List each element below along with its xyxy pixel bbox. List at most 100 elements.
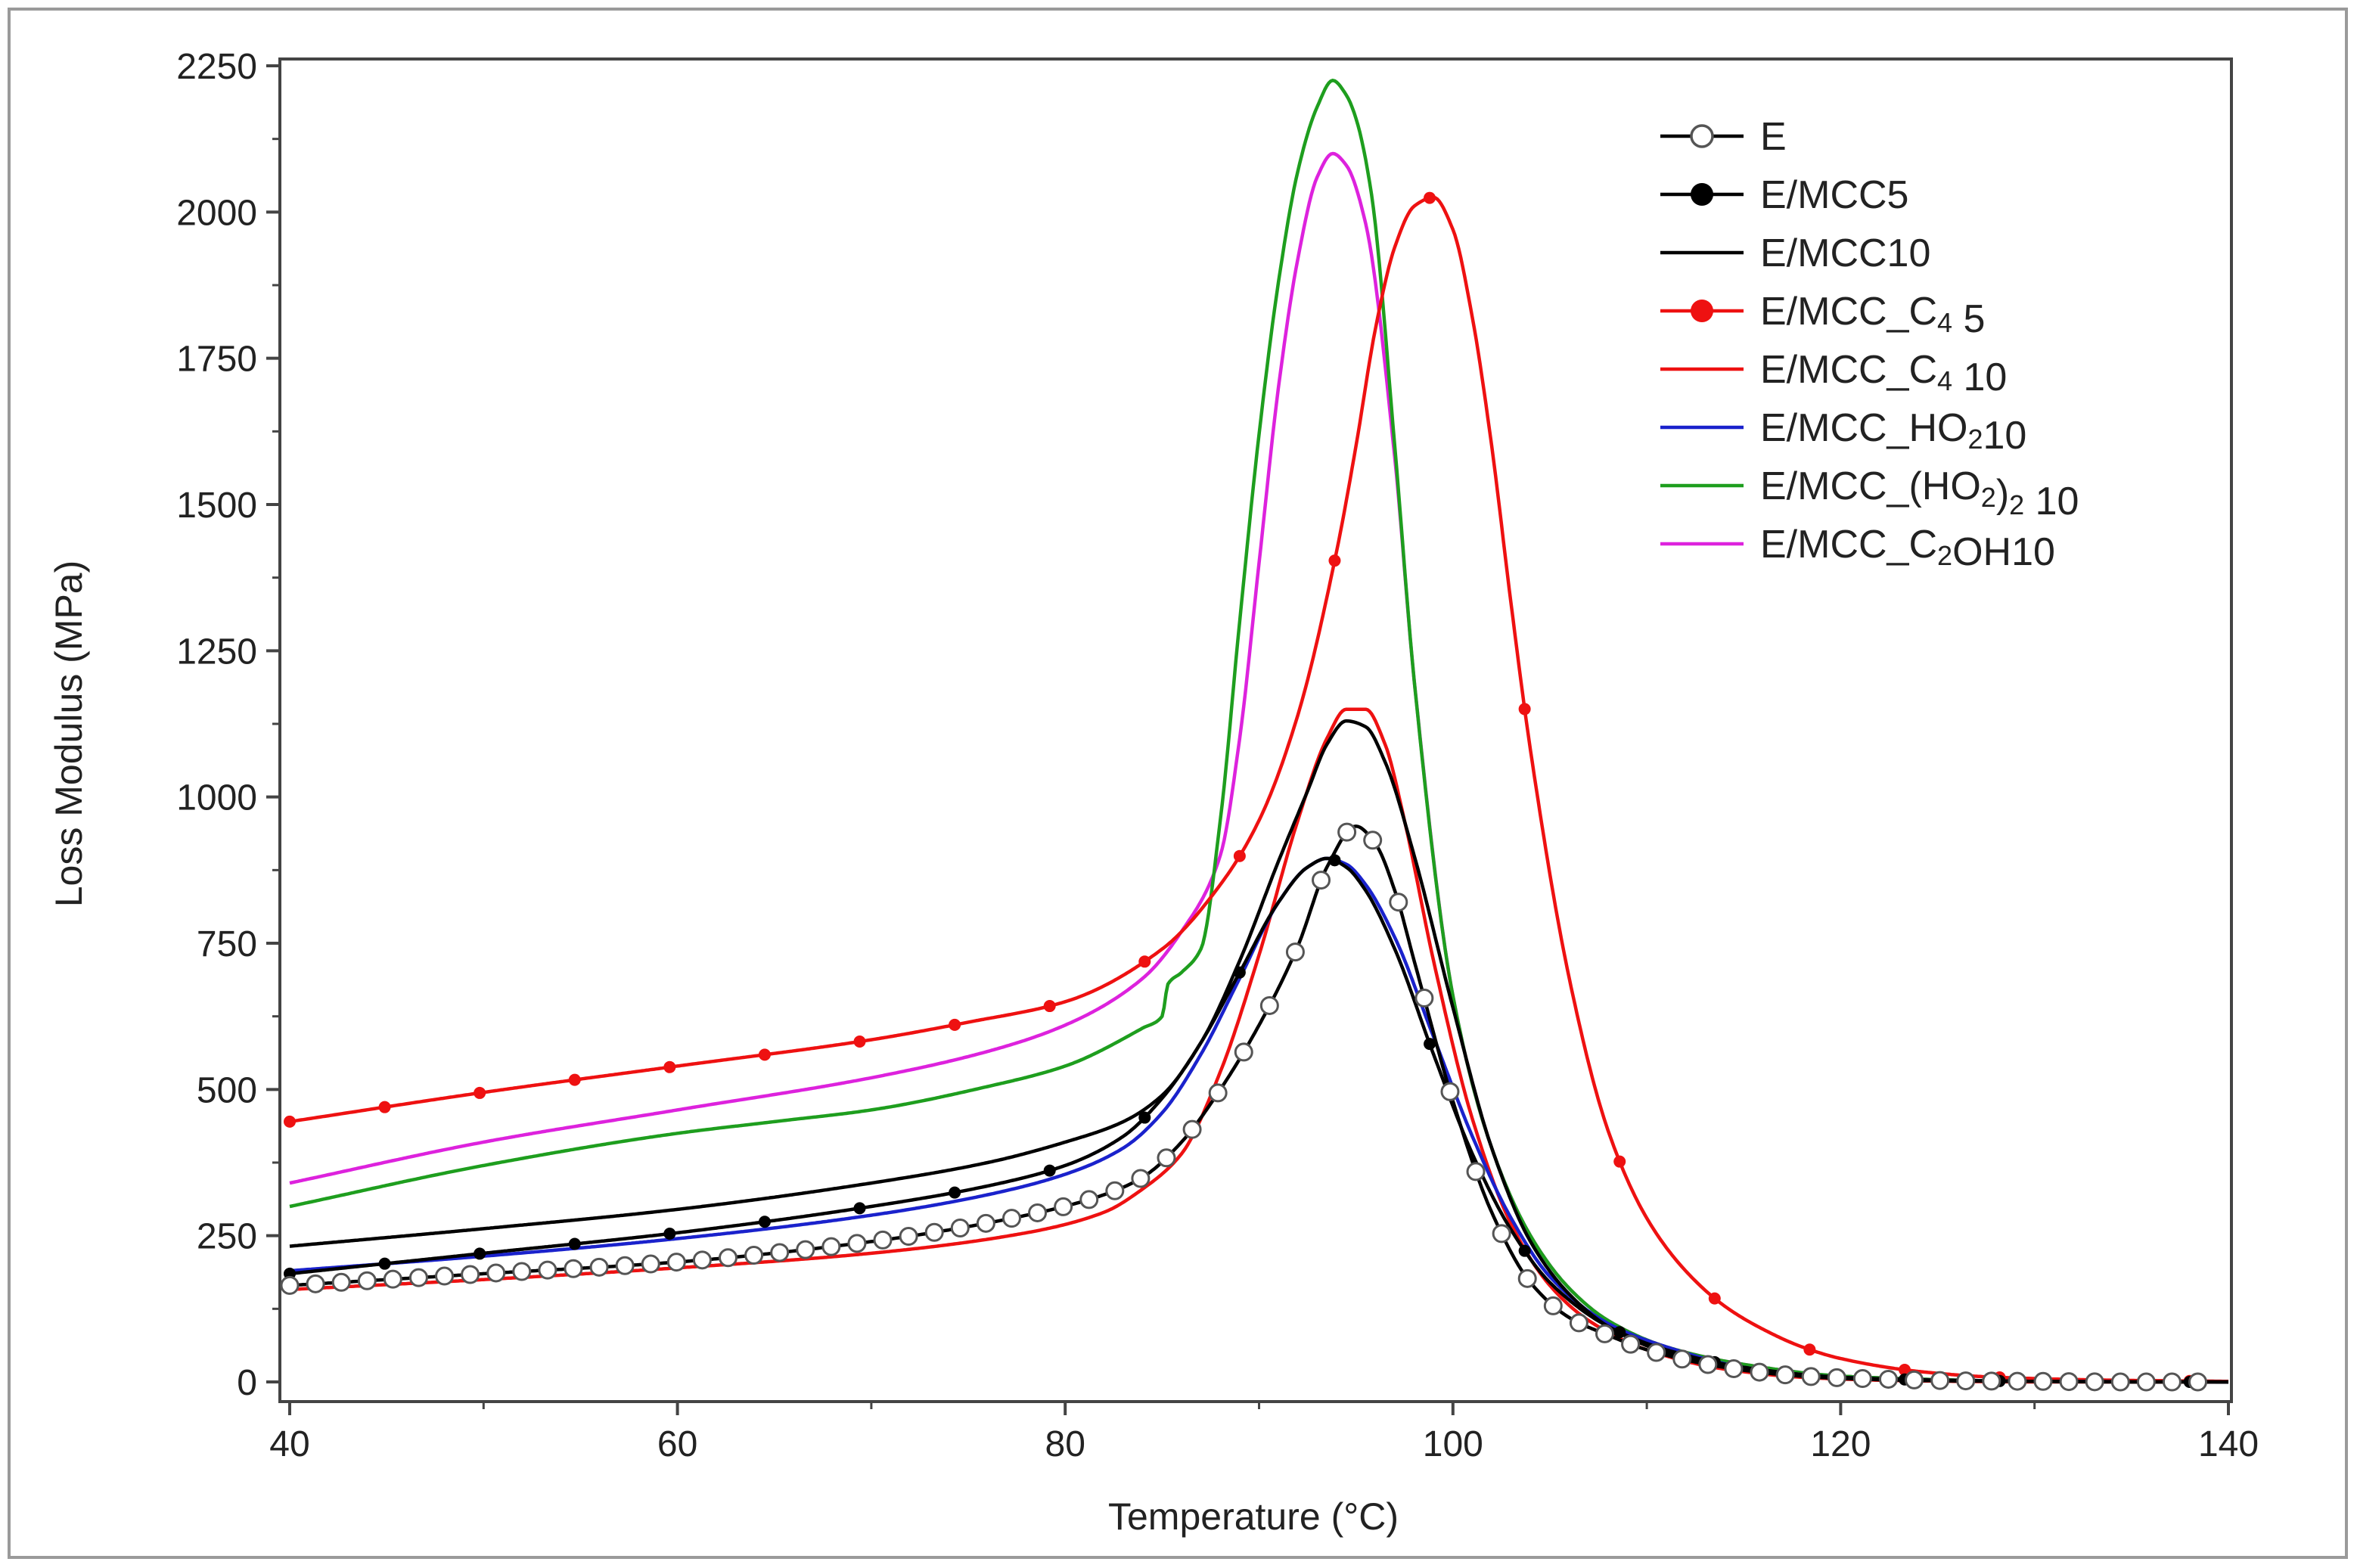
legend-label: E/MCC_C4 10: [1760, 348, 2007, 399]
data-point: [568, 1237, 581, 1250]
data-point: [847, 1234, 867, 1253]
data-point: [435, 1266, 455, 1286]
data-point: [744, 1245, 764, 1265]
data-point: [589, 1257, 609, 1277]
data-point: [1613, 1326, 1626, 1339]
series-E/MCC_(HO2)210: [289, 79, 2228, 1384]
legend-text-part: E/MCC_(HO: [1760, 464, 1981, 508]
y-tick-label: 500: [197, 1070, 257, 1110]
data-point: [641, 1254, 660, 1274]
legend-label: E/MCC5: [1760, 173, 1908, 217]
data-point: [1389, 893, 1408, 912]
data-point: [663, 1228, 676, 1240]
data-point: [949, 1186, 961, 1199]
data-point: [2136, 1372, 2156, 1392]
x-tick-label: 80: [1045, 1424, 1085, 1464]
data-point: [284, 1115, 296, 1128]
data-point: [1079, 1190, 1099, 1209]
legend-marker: [1691, 183, 1713, 206]
data-point: [899, 1227, 918, 1247]
data-point: [1613, 1155, 1626, 1168]
legend-text-part: E/MCC_C: [1760, 290, 1937, 334]
data-point: [1157, 1148, 1176, 1168]
data-point: [1415, 989, 1434, 1008]
legend-entry: E/MCC_C4 5: [1660, 290, 1985, 341]
y-tick-label: 2000: [176, 193, 257, 233]
legend-entry: E/MCC_HO210: [1660, 406, 2026, 458]
data-point: [1905, 1370, 1924, 1389]
legend-subscript: 4: [1937, 365, 1952, 396]
data-point: [1698, 1355, 1718, 1374]
data-point: [1827, 1368, 1846, 1387]
y-tick-label: 750: [197, 924, 257, 964]
legend-text-part: ): [1996, 472, 2009, 516]
legend-text-part: 5: [1952, 297, 1985, 341]
data-point: [1466, 1162, 1486, 1181]
data-point: [2033, 1371, 2053, 1391]
y-tick-label: 0: [237, 1363, 257, 1403]
data-point: [1328, 554, 1341, 567]
data-point: [1312, 871, 1331, 890]
legend-entry: E/MCC_C4 10: [1660, 348, 2007, 399]
x-axis-title: Temperature (°C): [1108, 1495, 1399, 1538]
data-point: [486, 1263, 506, 1283]
data-point: [538, 1260, 557, 1280]
data-point: [1878, 1369, 1898, 1389]
y-tick-label: 1750: [176, 340, 257, 380]
data-point: [796, 1240, 815, 1259]
data-point: [1054, 1197, 1073, 1216]
data-point: [1363, 831, 1383, 850]
data-point: [1043, 1164, 1056, 1177]
series-line: [289, 856, 2228, 1384]
y-tick-label: 1250: [176, 632, 257, 672]
data-point: [663, 1060, 676, 1073]
data-point: [821, 1237, 841, 1256]
legend-label: E/MCC_(HO2)2 10: [1760, 464, 2079, 523]
data-point: [1234, 1042, 1253, 1062]
data-point: [1518, 703, 1531, 716]
legend-text-part: E/MCC5: [1760, 173, 1908, 217]
data-point: [1492, 1224, 1511, 1244]
legend-entry: E: [1660, 115, 1787, 159]
data-point: [1517, 1268, 1537, 1288]
data-point: [2059, 1372, 2079, 1392]
legend-text-part: E/MCC_C: [1760, 523, 1937, 567]
legend-subscript: 2: [1967, 424, 1983, 455]
data-point: [1424, 1038, 1436, 1051]
data-point: [615, 1256, 635, 1275]
y-axis-title: Loss Modulus (MPa): [48, 560, 90, 908]
data-point: [666, 1253, 686, 1272]
data-point: [2110, 1372, 2130, 1392]
x-tick-label: 140: [2198, 1424, 2259, 1464]
data-point: [976, 1213, 995, 1233]
legend-label: E/MCC10: [1760, 231, 1930, 275]
legend-text-part: 10: [1952, 356, 2007, 399]
legend-text-part: E/MCC_HO: [1760, 406, 1967, 450]
data-point: [1775, 1365, 1795, 1385]
legend-marker: [1690, 124, 1714, 148]
data-point: [949, 1018, 961, 1031]
data-point: [1852, 1368, 1872, 1388]
legend-subscript: 2: [1981, 482, 1996, 513]
y-tick-label: 2250: [176, 47, 257, 87]
legend-label: E: [1760, 115, 1787, 159]
data-point: [718, 1248, 738, 1268]
series-line: [289, 79, 2228, 1384]
data-point: [1750, 1362, 1769, 1382]
data-point: [568, 1073, 581, 1086]
data-point: [1208, 1083, 1228, 1103]
data-point: [1001, 1209, 1021, 1228]
x-tick-label: 40: [269, 1424, 309, 1464]
data-point: [280, 1275, 300, 1295]
data-point: [1043, 1000, 1056, 1013]
data-point: [1259, 995, 1279, 1015]
data-point: [1956, 1371, 1976, 1391]
x-tick-label: 100: [1423, 1424, 1483, 1464]
data-point: [564, 1259, 583, 1278]
legend-label: E/MCC_C4 5: [1760, 290, 1985, 341]
legend-subscript: 2: [2009, 489, 2024, 520]
data-point: [692, 1250, 712, 1270]
legend-entry: E/MCC5: [1660, 173, 1908, 217]
legend-entry: E/MCC_C2OH10: [1660, 523, 2055, 574]
data-point: [1672, 1349, 1692, 1369]
